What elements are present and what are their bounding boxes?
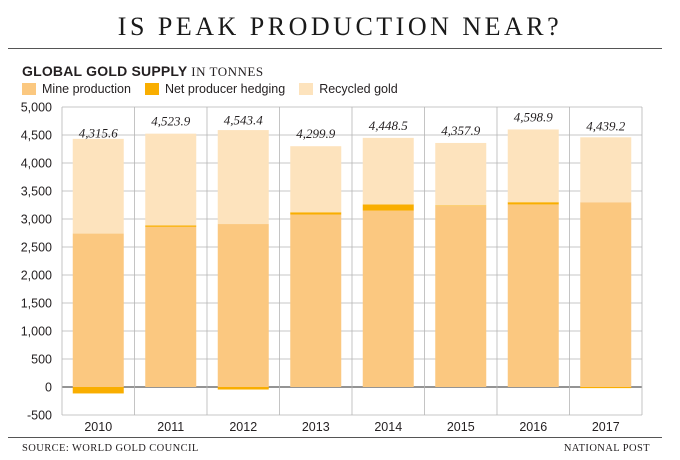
legend-item-hedging: Net producer hedging	[144, 82, 286, 96]
x-tick-label: 2010	[84, 420, 112, 434]
bar-net-hedging	[290, 212, 342, 215]
y-tick-label: 4,000	[21, 157, 52, 171]
bar-net-hedging	[217, 387, 269, 390]
y-tick-label: 1,500	[21, 297, 52, 311]
legend-swatch-hedging	[144, 83, 159, 95]
legend: Mine production Net producer hedging Rec…	[22, 82, 412, 96]
x-tick-label: 2013	[302, 420, 330, 434]
x-tick-label: 2016	[519, 420, 547, 434]
footer-rule	[8, 437, 662, 438]
total-label: 4,448.5	[369, 118, 409, 133]
total-label: 4,299.9	[296, 126, 336, 141]
bar-recycled-gold	[362, 137, 414, 205]
bar-mine-production	[290, 214, 342, 387]
total-label: 4,543.4	[224, 113, 264, 128]
y-tick-label: 1,000	[21, 325, 52, 339]
credit-note: NATIONAL POST	[563, 443, 650, 454]
x-tick-label: 2017	[592, 420, 620, 434]
bar-mine-production	[507, 204, 559, 387]
total-label: 4,357.9	[441, 123, 481, 138]
legend-label-hedging: Net producer hedging	[164, 82, 286, 96]
y-tick-label: 4,500	[21, 129, 52, 143]
y-tick-label: 0	[45, 381, 52, 395]
source-note: SOURCE: WORLD GOLD COUNCIL	[22, 443, 199, 454]
y-tick-label: 5,000	[21, 101, 52, 115]
bar-mine-production	[72, 233, 124, 387]
legend-swatch-mine	[22, 83, 36, 95]
legend-item-mine: Mine production	[22, 82, 131, 96]
bar-mine-production	[435, 206, 487, 387]
legend-item-recycled: Recycled gold	[299, 82, 398, 96]
bar-net-hedging	[435, 205, 487, 207]
chart-title: IS PEAK PRODUCTION NEAR?	[117, 12, 563, 41]
bar-mine-production	[580, 202, 632, 387]
bar-mine-production	[217, 224, 269, 387]
bar-recycled-gold	[217, 130, 269, 225]
bar-mine-production	[145, 226, 197, 387]
x-tick-label: 2014	[374, 420, 402, 434]
bar-net-hedging	[580, 387, 632, 389]
y-tick-label: 3,000	[21, 213, 52, 227]
subtitle-unit: IN TONNES	[191, 64, 264, 79]
bar-net-hedging	[145, 225, 197, 227]
bar-recycled-gold	[290, 146, 342, 213]
legend-label-recycled: Recycled gold	[319, 82, 398, 96]
y-tick-label: 2,500	[21, 241, 52, 255]
bar-net-hedging	[362, 204, 414, 211]
bar-net-hedging	[72, 387, 124, 394]
bar-recycled-gold	[145, 133, 197, 226]
bar-recycled-gold	[72, 138, 124, 234]
chart-subtitle: GLOBAL GOLD SUPPLY IN TONNES	[22, 63, 264, 80]
title-rule	[8, 48, 662, 49]
legend-swatch-recycled	[299, 83, 314, 95]
bar-mine-production	[362, 210, 414, 387]
x-tick-label: 2012	[229, 420, 257, 434]
legend-label-mine: Mine production	[42, 82, 131, 96]
bar-recycled-gold	[507, 129, 559, 203]
total-label: 4,439.2	[586, 118, 626, 133]
total-label: 4,315.6	[79, 125, 119, 140]
y-tick-label: 3,500	[21, 185, 52, 199]
subtitle-main: GLOBAL GOLD SUPPLY	[22, 63, 188, 79]
y-tick-label: 2,000	[21, 269, 52, 283]
bar-recycled-gold	[435, 142, 487, 206]
y-tick-label: 500	[31, 353, 52, 367]
bar-net-hedging	[507, 202, 559, 205]
total-label: 4,598.9	[514, 109, 554, 124]
total-label: 4,523.9	[151, 114, 191, 129]
y-tick-label: -500	[27, 409, 52, 423]
bar-recycled-gold	[580, 137, 632, 203]
x-tick-label: 2015	[447, 420, 475, 434]
x-tick-label: 2011	[157, 420, 184, 434]
